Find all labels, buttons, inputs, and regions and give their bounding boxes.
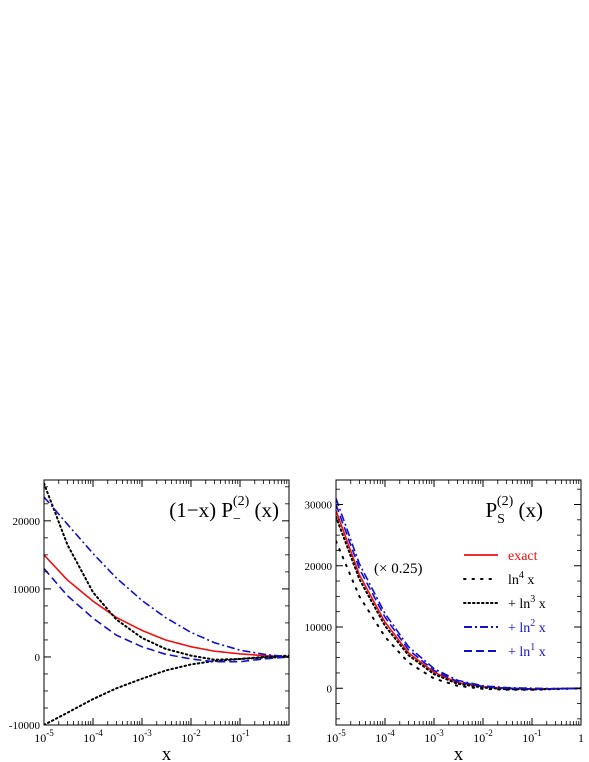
x-axis-label: x (454, 744, 464, 762)
series-line-0 (44, 554, 289, 658)
y-tick-label: 0 (327, 683, 333, 695)
y-tick-label: -10000 (9, 720, 41, 732)
series-line-1 (336, 540, 581, 691)
x-tick-label: 10-1 (522, 728, 542, 745)
panel-title: (1−x) P−(2) (x) (169, 494, 279, 527)
series-group (336, 498, 581, 691)
legend: exact ln4 x + ln3 x + ln2 x + ln1 x (463, 549, 546, 660)
x-tick-label: 10-2 (181, 728, 201, 745)
y-tick-label: 0 (35, 652, 41, 664)
series-group (44, 482, 289, 725)
series-line-4 (44, 567, 289, 663)
x-tick-label: 1 (578, 731, 584, 745)
x-tick-label: 10-5 (326, 728, 346, 745)
y-tick-label: 30000 (305, 500, 333, 512)
legend-label: exact (508, 549, 538, 564)
y-tick-label: 10000 (305, 622, 333, 634)
plot-frame (43, 479, 290, 726)
x-axis-label: x (162, 744, 172, 762)
legend-label: + ln2 x (508, 618, 546, 636)
x-tick-label: 10-3 (424, 728, 444, 745)
legend-label: + ln3 x (508, 594, 546, 612)
x-tick-label: 10-2 (473, 728, 493, 745)
x-tick-label: 10-4 (375, 728, 395, 745)
y-tick-label: 10000 (13, 584, 41, 596)
y-tick-label: 20000 (13, 516, 41, 528)
series-line-2 (44, 655, 289, 725)
series-line-3 (44, 496, 289, 658)
y-tick-label: 20000 (305, 561, 333, 573)
x-tick-label: 10-1 (230, 728, 250, 745)
legend-label: + ln1 x (508, 642, 546, 660)
x-tick-label: 10-5 (34, 728, 54, 745)
panel-left: 10-5 10-4 10-3 10-2 10-1 1 -10000 0 10000 20000 x (… (9, 479, 292, 762)
x-tick-label: 10-4 (83, 728, 103, 745)
legend-label: ln4 x (508, 570, 534, 588)
series-line-4 (336, 504, 581, 690)
plot-frame (335, 479, 582, 726)
x-tick-label: 1 (286, 731, 292, 745)
x-tick-label: 10-3 (132, 728, 152, 745)
panel-right: 10-5 10-4 10-3 10-2 10-1 1 0 10000 20000 30000 x PS… (305, 479, 584, 762)
scale-annotation: (× 0.25) (374, 561, 422, 577)
panel-title: PS(2) (x) (485, 494, 543, 527)
